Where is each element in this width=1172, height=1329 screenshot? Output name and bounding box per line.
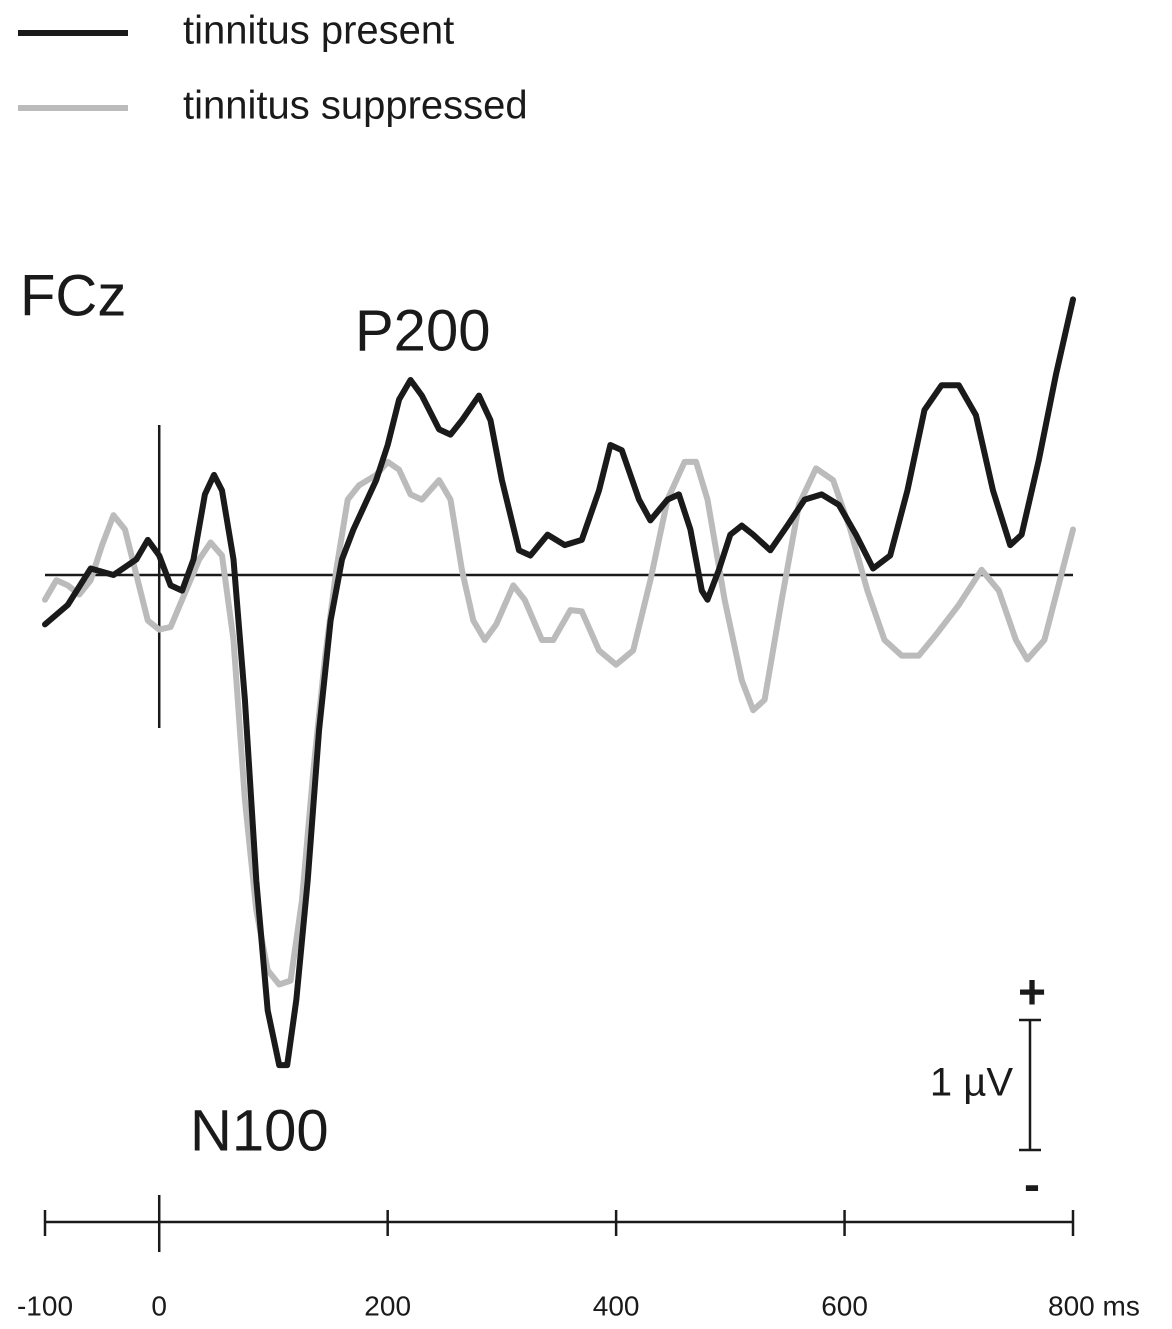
legend-label: tinnitus suppressed (183, 84, 528, 128)
x-tick-label: 600 (821, 1290, 868, 1321)
x-tick-label: 400 (593, 1290, 640, 1321)
annotation: FCz (20, 263, 126, 328)
x-tick-label: 0 (151, 1290, 167, 1321)
x-tick-label: -100 (17, 1290, 73, 1321)
line-series (42, 296, 1076, 1069)
annotation: P200 (355, 298, 490, 363)
x-tick-label: 200 (364, 1290, 411, 1321)
annotation: N100 (190, 1098, 329, 1163)
scale-plus: + (1018, 967, 1046, 1020)
legend-label: tinnitus present (183, 9, 454, 53)
scale-minus: - (1024, 1159, 1040, 1212)
x-tick-label: 800 ms (1048, 1290, 1140, 1321)
scale-label: 1 µV (930, 1061, 1013, 1105)
